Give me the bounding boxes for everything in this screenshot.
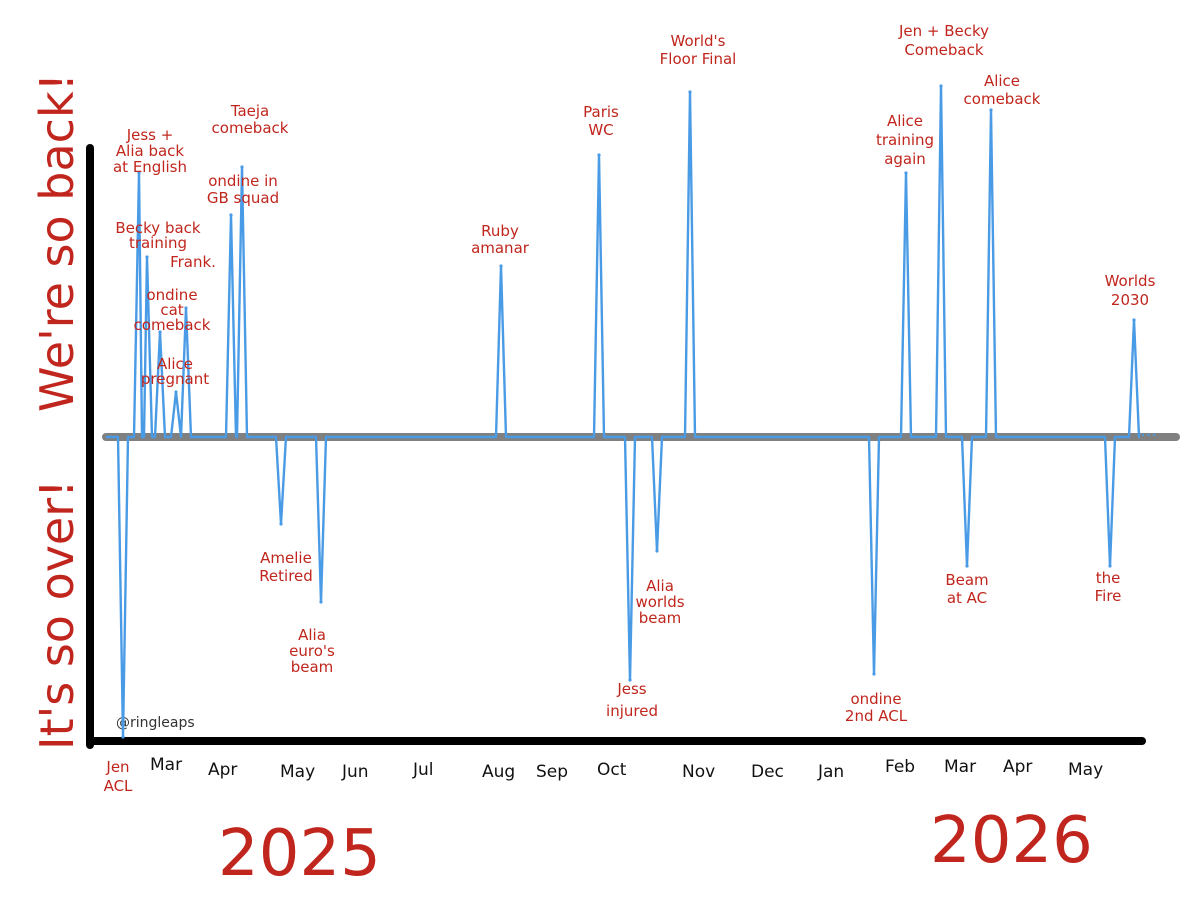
event-label: Jess injured — [606, 680, 658, 720]
event-label: Taeja comeback — [212, 102, 289, 137]
event-point — [174, 390, 178, 394]
ylabel-bottom: It's so over! — [30, 479, 84, 750]
event-label: Frank. — [170, 253, 216, 271]
event-point — [655, 549, 659, 553]
event-point — [279, 522, 283, 526]
month-label: Nov — [682, 762, 715, 782]
event-point — [904, 171, 908, 175]
month-label: Apr — [208, 760, 237, 780]
month-label: Feb — [885, 757, 915, 777]
event-point — [184, 306, 188, 310]
event-point — [240, 165, 244, 169]
month-label: Jan — [817, 762, 844, 782]
event-label: Jen + Becky Comeback — [898, 22, 989, 59]
month-label: Mar — [944, 757, 976, 777]
event-label: the Fire — [1095, 569, 1122, 605]
month-label: May — [280, 762, 315, 782]
month-label: May — [1068, 760, 1103, 780]
event-label: Worlds 2030 — [1105, 272, 1156, 309]
event-label: ondine in GB squad — [207, 172, 279, 207]
event-label: Paris WC — [583, 103, 619, 139]
event-label: Becky back training — [115, 219, 201, 252]
month-label: Jun — [341, 762, 369, 782]
event-point — [145, 255, 149, 259]
event-label: Alice comeback — [964, 72, 1041, 108]
ylabel-top: We're so back! — [30, 73, 84, 412]
event-point — [137, 171, 141, 175]
year-label: 2025 — [218, 817, 381, 891]
event-point — [628, 678, 632, 682]
month-label: Mar — [150, 755, 182, 775]
event-point — [158, 330, 162, 334]
event-point — [121, 735, 125, 739]
event-point — [229, 213, 233, 217]
event-point — [1132, 318, 1136, 322]
event-point — [1108, 564, 1112, 568]
year-label: 2026 — [930, 804, 1093, 878]
event-label: Alice pregnant — [141, 355, 209, 388]
event-point — [989, 108, 993, 112]
event-point — [965, 564, 969, 568]
month-label: Sep — [536, 762, 568, 782]
month-label: Apr — [1003, 757, 1032, 777]
event-label: Amelie Retired — [259, 549, 313, 585]
month-label: Aug — [482, 762, 515, 782]
month-label: Dec — [751, 762, 784, 782]
event-label: Jen ACL — [104, 758, 133, 795]
event-label: Beam at AC — [945, 571, 988, 607]
event-label: ondine cat comeback — [134, 286, 211, 334]
event-label: World's Floor Final — [660, 32, 737, 68]
continuation-dots: ... — [1140, 420, 1157, 441]
event-label: Alice training again — [876, 112, 934, 168]
event-label: ondine 2nd ACL — [845, 690, 908, 725]
event-label: Alia euro's beam — [289, 626, 335, 676]
event-label: Ruby amanar — [471, 222, 530, 257]
event-label: Jess + Alia back at English — [113, 126, 187, 176]
event-point — [872, 672, 876, 676]
event-label: Alia worlds beam — [635, 577, 684, 627]
month-label: Jul — [412, 760, 434, 780]
event-point — [499, 264, 503, 268]
event-point — [319, 600, 323, 604]
month-label: Oct — [597, 760, 627, 780]
event-point — [939, 84, 943, 88]
event-point — [688, 90, 692, 94]
event-point — [597, 153, 601, 157]
credit-label: @ringleaps — [116, 715, 195, 731]
